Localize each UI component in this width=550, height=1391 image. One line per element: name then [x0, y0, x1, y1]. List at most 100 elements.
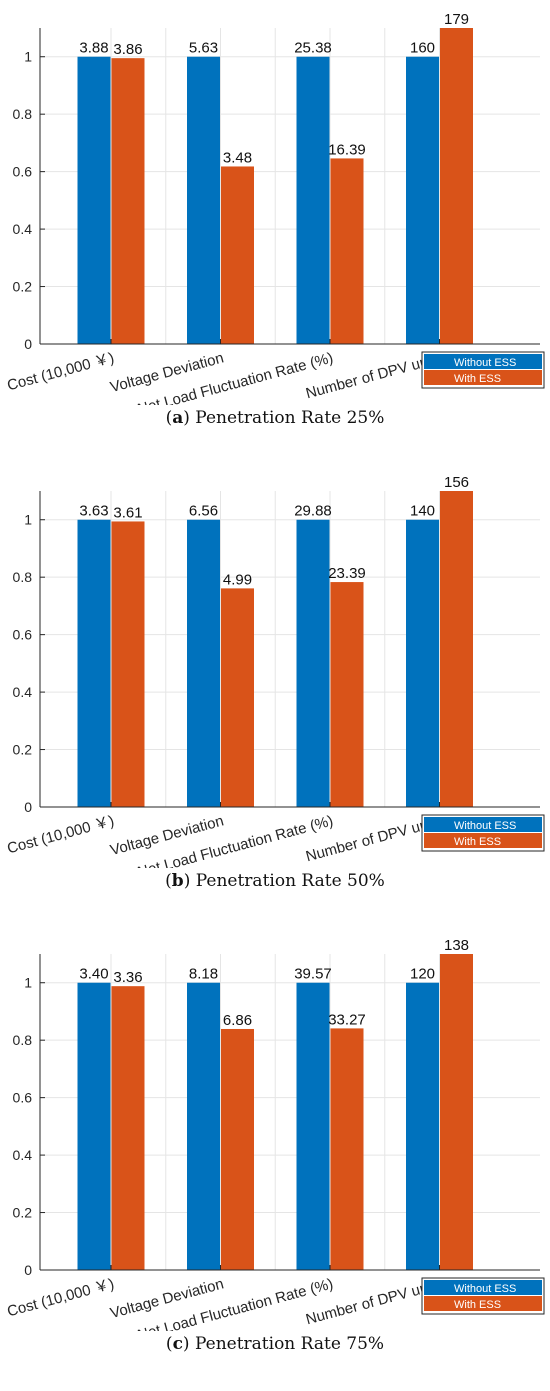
caption-letter-b: b [171, 871, 184, 891]
bar-without-ess [406, 519, 439, 807]
y-tick-label: 0.8 [13, 569, 33, 585]
legend-label: With ESS [454, 373, 501, 385]
data-label: 140 [410, 503, 435, 520]
data-label: 8.18 [189, 966, 218, 983]
data-label: 120 [410, 966, 435, 983]
data-label: 16.39 [328, 141, 366, 158]
data-label: 23.39 [328, 565, 366, 582]
legend-swatch [424, 354, 542, 369]
y-tick-label: 0.4 [13, 684, 33, 700]
y-tick-label: 0.6 [13, 627, 33, 643]
data-label: 179 [444, 11, 469, 28]
y-tick-label: 0.4 [13, 1147, 33, 1163]
legend: Without ESS With ESS [421, 814, 545, 852]
chart-panel-b: 3.63 6.56 29.88 140 3.61 4.99 23.39 156 0 0.2 0.4 0… [0, 463, 550, 898]
data-label: 160 [410, 40, 435, 57]
caption-letter-a: a [172, 408, 184, 428]
data-label: 3.61 [113, 504, 142, 521]
data-label: 25.38 [294, 40, 332, 57]
y-tick-label: 0 [24, 799, 32, 815]
legend-swatch [424, 1296, 542, 1311]
bar-without-ess [77, 982, 111, 1270]
data-label: 3.36 [113, 969, 142, 986]
bar-without-ess [77, 56, 111, 345]
bar-with-ess [440, 491, 473, 807]
bar-without-ess [187, 519, 220, 807]
legend: Without ESS With ESS [421, 351, 545, 389]
data-label: 156 [444, 474, 469, 491]
bars: 3.88 5.63 25.38 160 3.86 3.48 16.39 179 [77, 11, 473, 345]
y-tick-label: 0.2 [13, 279, 33, 295]
bar-without-ess [187, 56, 220, 345]
bar-without-ess [296, 519, 330, 807]
bar-without-ess [77, 519, 111, 807]
caption-text-c: Penetration Rate 75% [194, 1334, 385, 1354]
y-tick-label: 0.6 [13, 164, 33, 180]
data-label: 3.40 [79, 966, 108, 983]
bar-without-ess [406, 982, 439, 1270]
legend-label: Without ESS [454, 357, 516, 369]
bar-with-ess [330, 1028, 364, 1270]
grid [40, 954, 540, 1271]
bar-with-ess [440, 954, 473, 1270]
bars: 3.40 8.18 39.57 120 3.36 6.86 33.27 138 [77, 937, 473, 1270]
data-label: 6.86 [223, 1012, 252, 1029]
data-label: 5.63 [189, 40, 218, 57]
bar-with-ess [330, 582, 364, 807]
bar-without-ess [187, 982, 220, 1270]
caption-c: (c) Penetration Rate 75% [165, 1334, 385, 1354]
y-tick-label: 0.8 [13, 106, 33, 122]
y-tick-label: 1 [24, 512, 32, 528]
data-label: 3.88 [79, 40, 108, 57]
bar-with-ess [440, 28, 473, 344]
bar-without-ess [296, 56, 330, 345]
data-label: 3.63 [79, 503, 108, 520]
y-tick-label: 0.2 [13, 742, 33, 758]
legend-swatch [424, 833, 542, 848]
legend-swatch [424, 817, 542, 832]
y-tick-label: 0.2 [13, 1205, 33, 1221]
legend: Without ESS With ESS [421, 1277, 545, 1315]
bar-chart-b: 3.63 6.56 29.88 140 3.61 4.99 23.39 156 0 0.2 0.4 0… [5, 474, 545, 868]
legend-label: With ESS [454, 836, 501, 848]
bar-with-ess [221, 166, 254, 344]
data-label: 29.88 [294, 503, 332, 520]
x-tick-label: Cost (10,000 ￥) [5, 812, 116, 857]
y-tick-label: 0 [24, 336, 32, 352]
chart-panel-a: 3.88 5.63 25.38 160 3.86 3.48 16.39 179 0 0.2 0.4 0… [0, 0, 550, 435]
bar-chart-c: 3.40 8.18 39.57 120 3.36 6.86 33.27 138 0 0.2 0.4 0… [5, 937, 545, 1331]
x-tick-label: Cost (10,000 ￥) [5, 349, 116, 394]
caption-letter-c: c [172, 1334, 183, 1354]
y-tick-label: 0 [24, 1262, 32, 1278]
bars: 3.63 6.56 29.88 140 3.61 4.99 23.39 156 [77, 474, 473, 807]
legend-swatch [424, 1280, 542, 1295]
data-label: 6.56 [189, 503, 218, 520]
bar-with-ess [221, 1028, 254, 1270]
y-tick-label: 1 [24, 975, 32, 991]
legend-label: Without ESS [454, 1283, 516, 1295]
bar-with-ess [111, 521, 145, 807]
caption-a: (a) Penetration Rate 25% [165, 408, 385, 428]
data-label: 3.48 [223, 149, 252, 166]
y-tick-label: 0.8 [13, 1032, 33, 1048]
bar-with-ess [111, 986, 145, 1270]
y-tick-label: 1 [24, 49, 32, 65]
bar-without-ess [296, 982, 330, 1270]
x-tick-label: Cost (10,000 ￥) [5, 1275, 116, 1320]
data-label: 4.99 [223, 571, 252, 588]
caption-text-a: Penetration Rate 25% [195, 408, 385, 428]
bar-with-ess [330, 158, 364, 344]
bar-with-ess [221, 588, 254, 807]
data-label: 3.86 [113, 41, 142, 58]
y-tick-label: 0.6 [13, 1090, 33, 1106]
bar-without-ess [406, 56, 439, 345]
y-tick-label: 0.4 [13, 221, 33, 237]
data-label: 39.57 [294, 966, 332, 983]
data-label: 33.27 [328, 1011, 366, 1028]
chart-panel-c: 3.40 8.18 39.57 120 3.36 6.86 33.27 138 0 0.2 0.4 0… [0, 926, 550, 1361]
legend-swatch [424, 370, 542, 385]
legend-label: Without ESS [454, 820, 516, 832]
caption-b: (b) Penetration Rate 50% [165, 871, 385, 891]
caption-text-b: Penetration Rate 50% [195, 871, 385, 891]
legend-label: With ESS [454, 1299, 501, 1311]
